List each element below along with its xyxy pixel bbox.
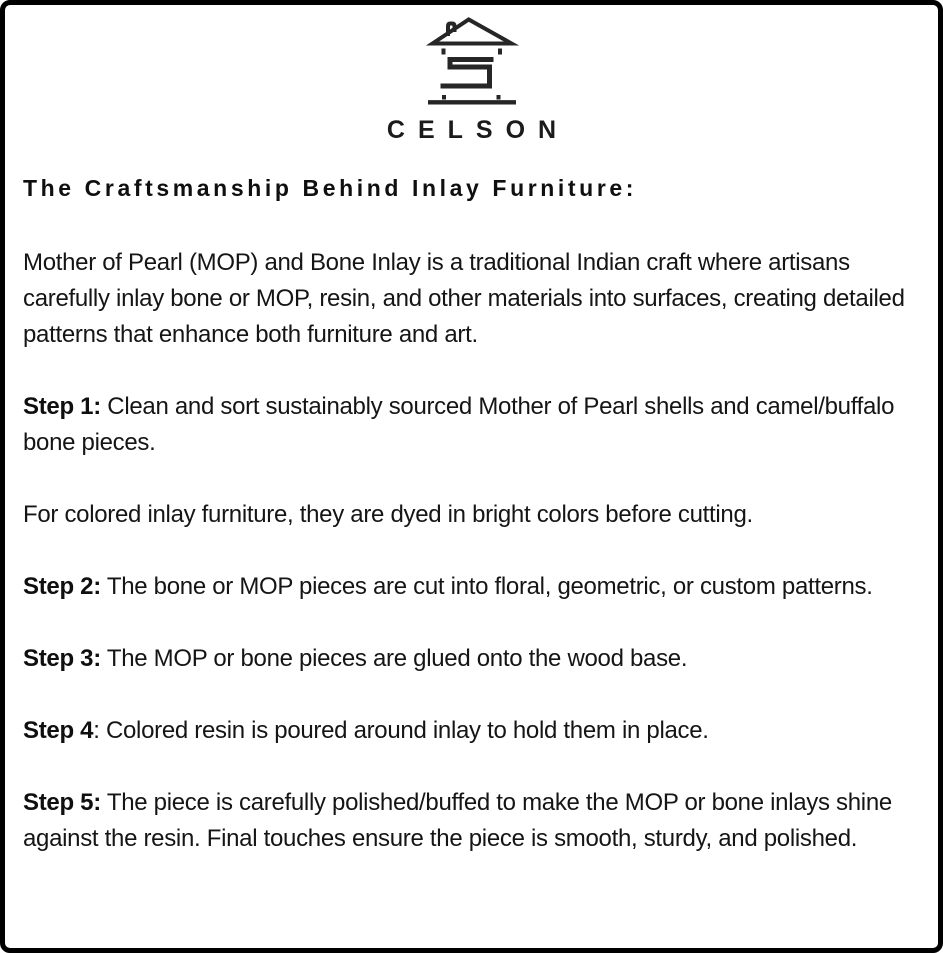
page-title: The Craftsmanship Behind Inlay Furniture… bbox=[23, 175, 638, 201]
paragraph-text: Mother of Pearl (MOP) and Bone Inlay is … bbox=[23, 249, 905, 348]
step-4-paragraph: Step 4: Colored resin is poured around i… bbox=[23, 713, 920, 749]
paragraph-text: The piece is carefully polished/buffed t… bbox=[23, 789, 892, 852]
logo-wall-ticks bbox=[441, 48, 502, 55]
paragraph-text: : Colored resin is poured around inlay t… bbox=[93, 717, 709, 744]
brand-name: CELSON bbox=[386, 116, 570, 144]
step-4-label: Step 4 bbox=[23, 717, 94, 744]
dye-note-paragraph: For colored inlay furniture, they are dy… bbox=[23, 497, 920, 533]
paragraph-text: The MOP or bone pieces are glued onto th… bbox=[100, 645, 688, 672]
step-1-label: Step 1: bbox=[23, 393, 101, 420]
paragraph-text: Clean and sort sustainably sourced Mothe… bbox=[23, 393, 895, 456]
step-2-label: Step 2: bbox=[23, 573, 101, 600]
intro-paragraph: Mother of Pearl (MOP) and Bone Inlay is … bbox=[23, 245, 920, 353]
logo-chimney bbox=[445, 21, 456, 36]
paragraph-text: For colored inlay furniture, they are dy… bbox=[23, 501, 753, 528]
celson-logo bbox=[23, 11, 920, 111]
logo-roof bbox=[425, 17, 519, 46]
step-5-label: Step 5: bbox=[23, 789, 101, 816]
paragraph-text: The bone or MOP pieces are cut into flor… bbox=[100, 573, 873, 600]
step-1-paragraph: Step 1: Clean and sort sustainably sourc… bbox=[23, 389, 920, 461]
logo-s-glyph bbox=[440, 57, 493, 89]
celson-house-logo-icon bbox=[425, 17, 519, 105]
logo-base-ticks bbox=[441, 95, 500, 100]
step-2-paragraph: Step 2: The bone or MOP pieces are cut i… bbox=[23, 569, 920, 605]
step-5-paragraph: Step 5: The piece is carefully polished/… bbox=[23, 785, 920, 857]
step-3-paragraph: Step 3: The MOP or bone pieces are glued… bbox=[23, 641, 920, 677]
step-3-label: Step 3: bbox=[23, 645, 101, 672]
